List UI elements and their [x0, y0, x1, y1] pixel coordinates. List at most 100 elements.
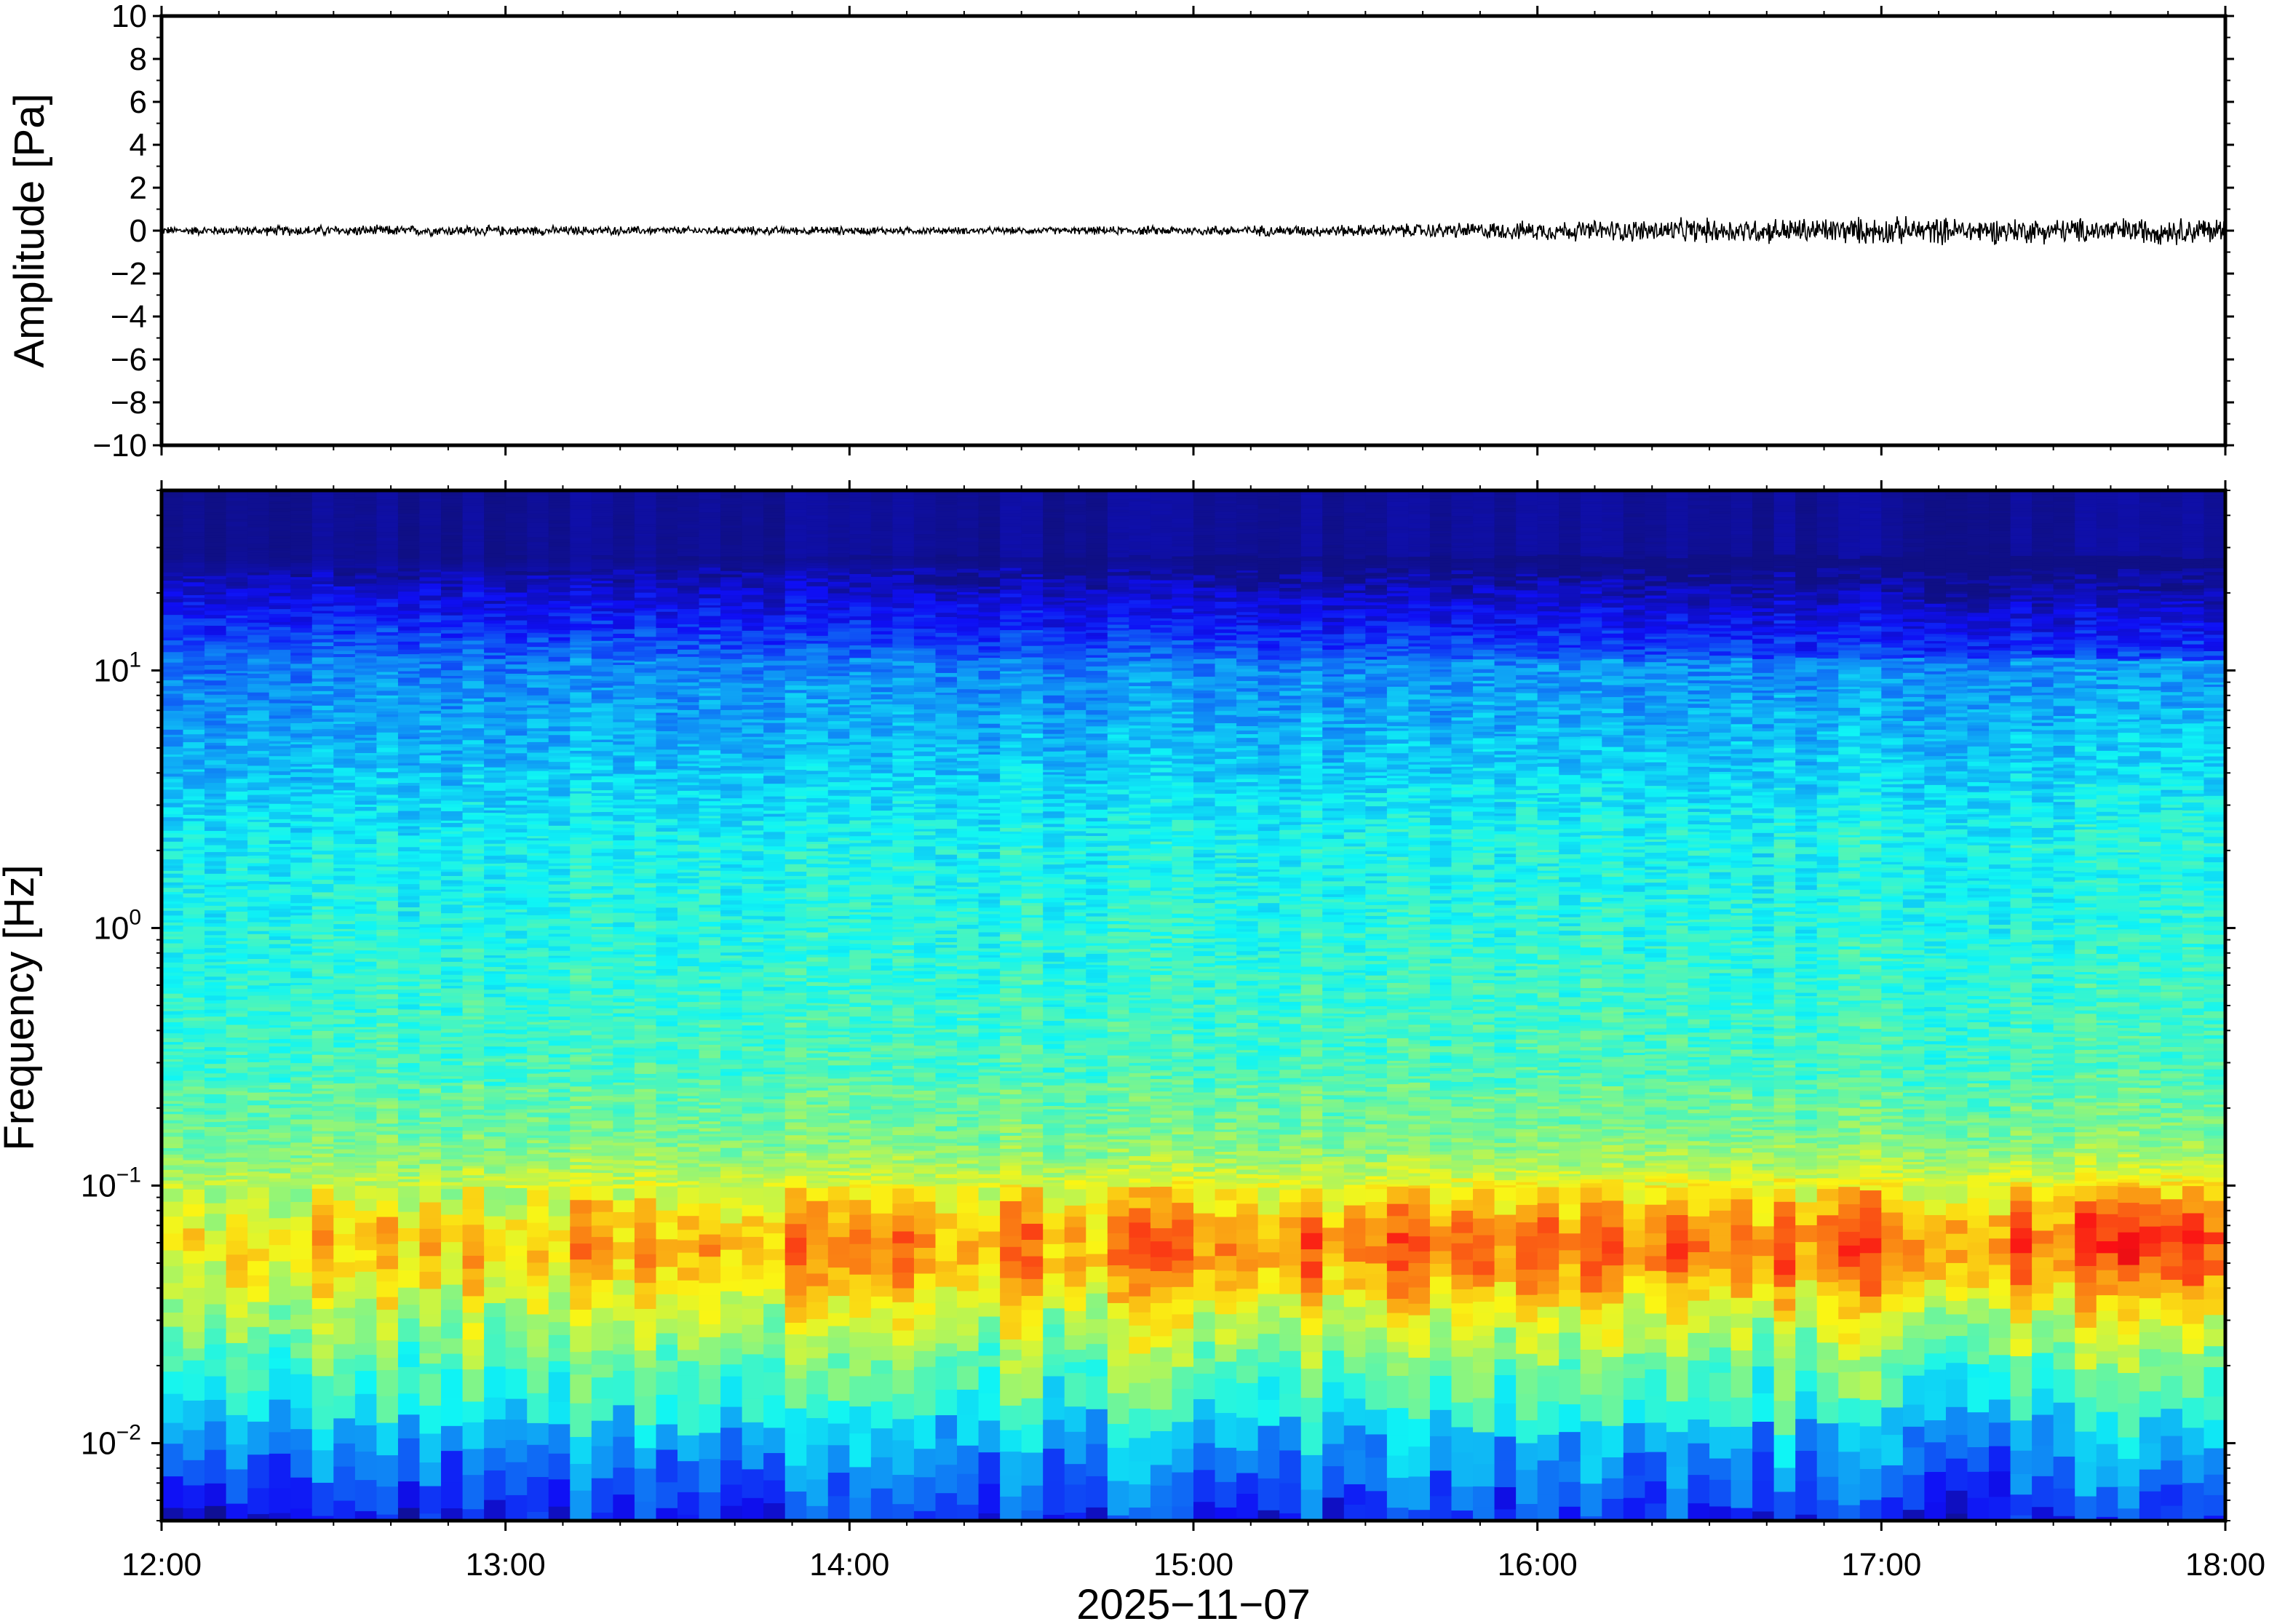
spectrogram-cell [441, 864, 464, 870]
spectrogram-cell [333, 573, 356, 577]
spectrogram-cell [548, 508, 571, 514]
spectrogram-cell [441, 532, 464, 536]
spectrogram-cell [290, 957, 313, 961]
spectrogram-cell [376, 1123, 399, 1128]
spectrogram-cell [397, 568, 421, 572]
spectrogram-cell [269, 542, 292, 546]
spectrogram-cell [548, 670, 571, 675]
spectrogram-cell [613, 1054, 635, 1059]
spectrogram-cell [183, 1108, 205, 1112]
spectrogram-cell [570, 1022, 592, 1027]
spectrogram-cell [311, 1038, 335, 1043]
spectrogram-cell [505, 555, 528, 560]
spectrogram-cell [527, 1014, 549, 1018]
spectrogram-cell [441, 615, 464, 621]
spectrogram-cell [333, 734, 356, 740]
spectrogram-cell [548, 869, 571, 872]
spectrogram-cell [527, 1031, 549, 1035]
spectrogram-cell [269, 823, 292, 828]
spectrogram-cell [505, 822, 528, 826]
spectrogram-cell [397, 1078, 421, 1081]
spectrogram-cell [570, 1072, 592, 1078]
spectrogram-cell [333, 1099, 356, 1104]
spectrogram-cell [354, 795, 378, 802]
spectrogram-cell [376, 939, 399, 943]
spectrogram-cell [376, 635, 399, 640]
spectrogram-cell [527, 888, 549, 894]
spectrogram-cell [484, 976, 506, 982]
spectrogram-cell [376, 826, 399, 829]
spectrogram-cell [204, 1006, 227, 1011]
spectrogram-cell [269, 621, 292, 626]
spectrogram-cell [183, 1080, 205, 1083]
spectrogram-cell [333, 661, 356, 666]
spectrogram-cell [613, 704, 635, 708]
spectrogram-cell [226, 731, 248, 736]
spectrogram-cell [397, 792, 421, 796]
spectrogram-cell [548, 624, 571, 628]
spectrogram-cell [441, 1127, 464, 1131]
spectrogram-cell [441, 506, 464, 511]
spectrogram-cell [462, 1088, 485, 1092]
spectrogram-cell [226, 804, 248, 807]
spectrogram-cell [527, 1067, 549, 1070]
spectrogram-cell [247, 601, 270, 608]
spectrogram-cell [247, 998, 270, 1003]
spectrogram-cell [634, 573, 657, 578]
spectrogram-cell [505, 1022, 528, 1027]
spectrogram-cell [204, 787, 227, 791]
spectrogram-cell [226, 1057, 248, 1064]
spectrogram-cell [354, 1083, 378, 1086]
spectrogram-cell [462, 589, 485, 593]
spectrogram-cell [484, 526, 506, 531]
spectrogram-cell [397, 893, 421, 897]
spectrogram-cell [376, 1098, 399, 1102]
spectrogram-cell [613, 1142, 635, 1147]
spectrogram-cell [333, 543, 356, 549]
spectrogram-cell [527, 915, 549, 920]
spectrogram-cell [290, 523, 313, 527]
spectrogram-cell [527, 1476, 549, 1513]
spectrogram-cell [591, 578, 614, 581]
spectrogram-cell [204, 725, 227, 729]
spectrogram-cell [247, 821, 270, 827]
spectrogram-cell [613, 763, 635, 768]
spectrogram-cell [354, 1107, 378, 1112]
spectrogram-cell [484, 608, 506, 611]
spectrogram-cell [441, 578, 464, 581]
spectrogram-cell [162, 1126, 184, 1130]
spectrogram-cell [484, 902, 506, 907]
spectrogram-cell [269, 1091, 292, 1097]
spectrogram-cell [613, 980, 635, 985]
spectrogram-cell [613, 1094, 635, 1098]
spectrogram-cell [484, 658, 506, 665]
spectrogram-cell [183, 893, 205, 898]
spectrogram-cell [183, 875, 205, 880]
spectrogram-cell [183, 707, 205, 712]
spectrogram-cell [591, 1125, 614, 1129]
spectrogram-cell [226, 1227, 248, 1241]
spectrogram-cell [570, 567, 592, 573]
spectrogram-cell [548, 1100, 571, 1105]
spectrogram-cell [505, 562, 528, 566]
spectrogram-cell [591, 658, 614, 663]
spectrogram-cell [247, 1040, 270, 1043]
spectrogram-cell [613, 1280, 635, 1296]
spectrogram-cell [376, 893, 399, 898]
spectrogram-cell [226, 1095, 248, 1100]
spectrogram-cell [376, 1084, 399, 1089]
spectrogram-cell [204, 604, 227, 609]
spectrogram-cell [419, 1143, 442, 1147]
spectrogram-cell [527, 652, 549, 657]
spectrogram-cell [204, 1099, 227, 1104]
spectrogram-cell [613, 1306, 635, 1321]
spectrogram-cell [505, 506, 528, 512]
spectrogram-cell [376, 803, 399, 807]
spectrogram-cell [591, 1035, 614, 1040]
spectrogram-cell [397, 839, 421, 843]
spectrogram-cell [484, 1173, 506, 1177]
spectrogram-cell [183, 1010, 205, 1015]
spectrogram-cell [505, 1053, 528, 1056]
spectrogram-cell [484, 717, 506, 721]
